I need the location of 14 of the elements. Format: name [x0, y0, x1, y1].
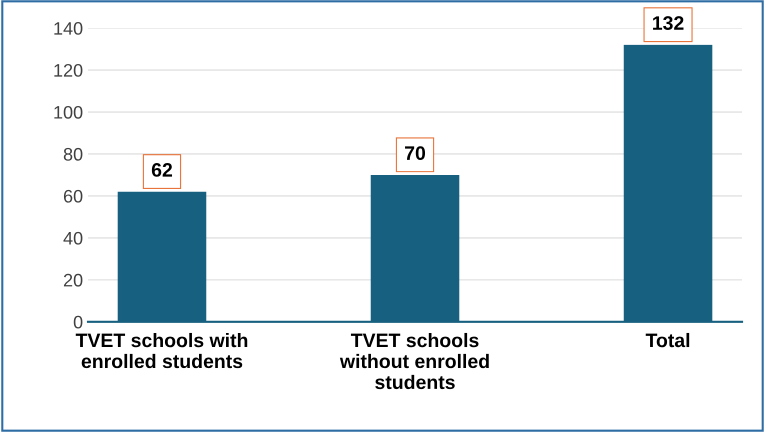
y-tick-label: 100 [54, 106, 82, 119]
y-tick-label: 140 [54, 22, 82, 35]
y-tick-label: 20 [64, 274, 82, 287]
y-tick-label: 60 [64, 190, 82, 203]
data-label: 62 [152, 163, 172, 177]
x-tick-label: Total [646, 332, 690, 348]
x-tick-label: TVET schools with enrolled students [76, 332, 248, 368]
y-tick-label: 80 [64, 148, 82, 161]
y-tick-label: 40 [63, 232, 82, 245]
x-tick-label: TVET schools without enrolled students [340, 332, 489, 390]
y-tick-label: 0 [74, 316, 82, 329]
data-label: 132 [653, 16, 684, 30]
data-label: 70 [405, 146, 426, 160]
y-tick-label: 120 [54, 64, 82, 77]
